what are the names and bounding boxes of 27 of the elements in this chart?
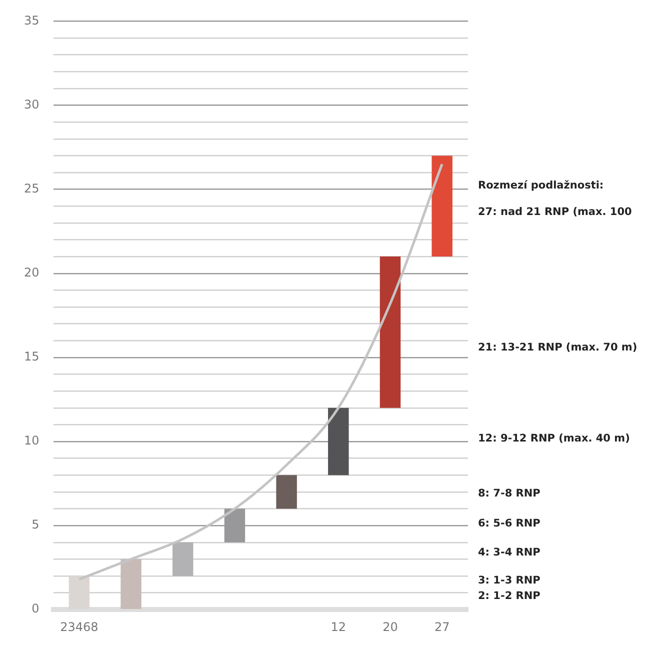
text: 21: 13-21 RNP (max. 70 m)	[478, 341, 638, 354]
text: Rozmezí podlažnosti:	[478, 180, 604, 192]
text: 8: 7-8 RNP	[478, 487, 541, 500]
y-tick-label: 5	[32, 518, 40, 532]
x-tick-label: 20	[382, 620, 398, 634]
bar	[120, 559, 142, 609]
bar	[432, 156, 452, 257]
text: 2: 1-2 RNP	[478, 590, 541, 602]
y-tick-label: 20	[24, 265, 40, 280]
y-tick-label: 35	[24, 13, 40, 28]
text: 12: 9-12 RNP (max. 40 m)	[478, 432, 630, 445]
text: 6: 5-6 RNP	[478, 517, 541, 530]
y-tick-label: 30	[24, 97, 40, 112]
x-tick-label: 12	[330, 620, 346, 634]
y-tick-label: 15	[24, 350, 40, 364]
bar	[328, 408, 349, 476]
x-tick-label: 27	[434, 620, 450, 634]
bar	[276, 475, 297, 509]
bar	[380, 256, 401, 408]
y-tick-label: 0	[32, 602, 40, 616]
text: 4: 3-4 RNP	[478, 546, 541, 558]
x-tick-label: 23468	[60, 620, 98, 634]
y-tick-label: 25	[24, 181, 40, 196]
text: 27: nad 21 RNP (max. 100	[478, 206, 632, 218]
text: 3: 1-3 RNP	[478, 574, 541, 587]
y-tick-label: 10	[24, 434, 40, 448]
bar	[172, 542, 194, 576]
